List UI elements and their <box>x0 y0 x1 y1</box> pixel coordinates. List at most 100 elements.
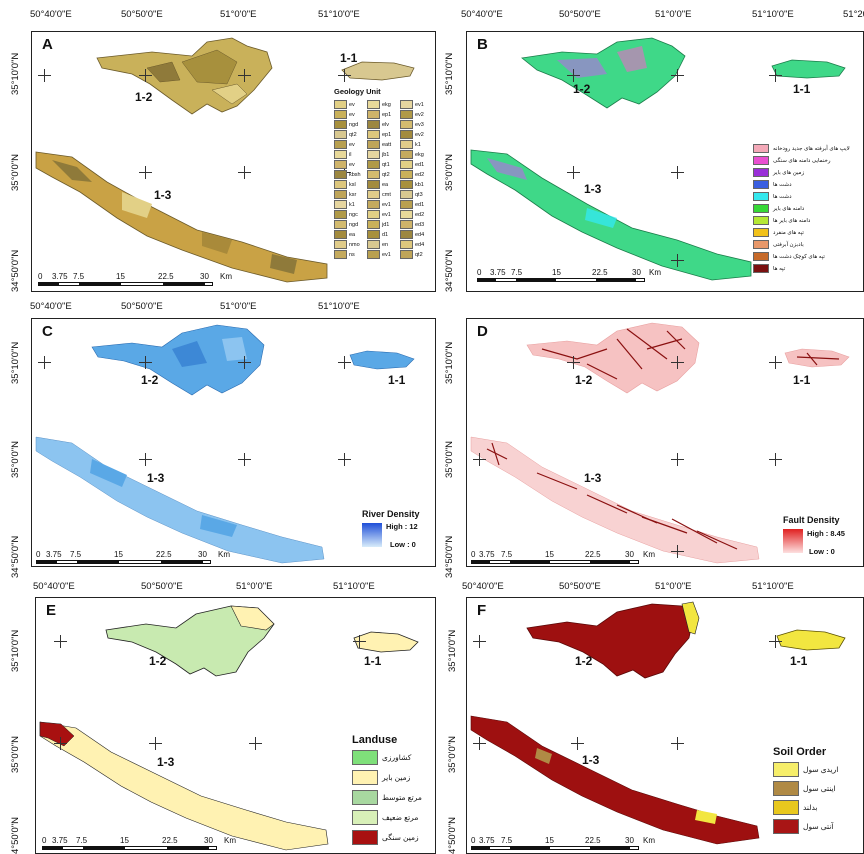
legend-item: تپه ها <box>753 264 863 273</box>
geology-legend-item: ev1 <box>400 100 431 109</box>
geology-unit-code: ev <box>349 101 355 108</box>
grid-cross-marker <box>567 69 580 82</box>
geology-unit-code: ed2 <box>415 171 425 178</box>
river-density-map <box>35 324 415 564</box>
legend-item: مرتع متوسط <box>352 790 434 805</box>
geology-unit-code: jd1 <box>382 221 390 228</box>
grid-cross-marker <box>139 166 152 179</box>
zone-label: 1-1 <box>793 82 811 96</box>
y-coord-label: 35°0'0"N <box>10 736 21 773</box>
geology-legend-item: il <box>334 150 365 159</box>
geomorphology-legend: لایپ های آبرفته های جدید رودخانه رخنمایی … <box>753 144 863 276</box>
geology-legend-item: ngd <box>334 220 365 229</box>
y-coord-label: 4°50'0"N <box>10 817 21 854</box>
geology-unit-code: ekg <box>415 151 424 158</box>
x-coord-label: 50°50'0"E <box>121 9 163 20</box>
legend-swatch <box>367 170 380 179</box>
scale-tick: 7.5 <box>76 836 88 845</box>
geology-legend-item: ekg <box>367 100 398 109</box>
geology-unit-code: elv <box>382 121 390 128</box>
scale-bar: 0 3.75 7.5 15 22.5 30 Km <box>471 836 661 850</box>
legend-swatch <box>400 170 413 179</box>
legend-swatch <box>334 190 347 199</box>
zone-label: 1-1 <box>793 373 811 387</box>
zone-label: 1-2 <box>575 654 593 668</box>
grid-cross-marker <box>238 166 251 179</box>
landuse-legend-list: کشاورزی زمین بایر مرتع متوسط مرتع ضعیف زمین … <box>352 750 434 845</box>
landuse-legend: Landuse کشاورزی زمین بایر مرتع متوسط مرتع ض… <box>352 734 434 850</box>
legend-item: دشت ها <box>753 192 863 201</box>
grid-cross-marker <box>769 453 782 466</box>
legend-swatch <box>753 204 769 213</box>
geology-map <box>35 37 415 283</box>
geology-unit-code: ep1 <box>382 111 392 118</box>
legend-swatch <box>753 252 769 261</box>
legend-label: بدلند <box>803 803 818 812</box>
zone-label: 1-1 <box>340 51 358 65</box>
legend-item: لایپ های آبرفته های جدید رودخانه <box>753 144 863 153</box>
grid-cross-marker <box>671 356 684 369</box>
grid-cross-marker <box>238 356 251 369</box>
legend-label: بادبزن آبرفتی <box>773 241 804 248</box>
x-coord-label: 50°40'0"E <box>33 581 75 592</box>
fault-density-high-label: High : 8.45 <box>807 529 845 538</box>
legend-swatch <box>367 250 380 259</box>
zone-label: 1-2 <box>141 373 159 387</box>
scale-unit: Km <box>649 268 661 277</box>
geology-legend-item: jb1 <box>367 150 398 159</box>
legend-swatch <box>334 200 347 209</box>
geology-legend-item: jd1 <box>367 220 398 229</box>
legend-swatch <box>753 240 769 249</box>
legend-swatch <box>400 240 413 249</box>
legend-swatch <box>352 790 378 805</box>
geology-unit-code: qt1 <box>382 161 390 168</box>
legend-swatch <box>753 156 769 165</box>
geology-legend-item: ea <box>334 230 365 239</box>
geology-legend-item: cmt <box>367 190 398 199</box>
legend-swatch <box>753 264 769 273</box>
x-coord-label: 50°40'0"E <box>461 9 503 20</box>
geology-legend-column: ev ev ngd qt2 ev il ev kbsh ksl ksr k1 ngc ngd ea nmo n… <box>334 100 365 260</box>
scale-tick: 15 <box>114 550 123 559</box>
panel-label-c: C <box>42 323 53 340</box>
scale-bar: 0 3.75 7.5 15 22.5 30 Km <box>477 268 667 282</box>
landuse-map <box>39 605 419 851</box>
legend-label: دشت ها <box>773 181 792 188</box>
grid-cross-marker <box>338 453 351 466</box>
scale-tick: 15 <box>552 268 561 277</box>
geology-legend-item: ev2 <box>400 130 431 139</box>
scale-tick: 15 <box>545 550 554 559</box>
legend-swatch <box>400 230 413 239</box>
geology-unit-code: ev1 <box>415 101 424 108</box>
geology-unit-code: ev2 <box>415 111 424 118</box>
legend-swatch <box>334 120 347 129</box>
scale-tick: 15 <box>116 272 125 281</box>
scale-unit: Km <box>643 836 655 845</box>
geology-unit-code: ed3 <box>415 221 425 228</box>
grid-cross-marker <box>671 166 684 179</box>
legend-swatch <box>367 210 380 219</box>
zone-label: 1-2 <box>575 373 593 387</box>
legend-swatch <box>352 770 378 785</box>
legend-swatch <box>773 800 799 815</box>
legend-swatch <box>367 190 380 199</box>
geology-legend-item: k1 <box>334 200 365 209</box>
legend-item: زمین های بایر <box>753 168 863 177</box>
scale-tick: 22.5 <box>156 550 172 559</box>
y-coord-label: 34°50'0"N <box>444 249 455 292</box>
geology-unit-code: ed1 <box>415 161 425 168</box>
grid-cross-marker <box>149 737 162 750</box>
scale-tick: 3.75 <box>46 550 62 559</box>
geology-legend-column: ekg ep1 elv ep1 eatt jb1 qt1 qt2 ea cmt ev1 ev1 jd1 d… <box>367 100 398 260</box>
panel-label-b: B <box>477 36 488 53</box>
legend-label: تپه های منفرد <box>773 229 804 236</box>
panel-label-a: A <box>42 36 53 53</box>
geology-unit-code: kbsh <box>349 171 361 178</box>
zone-label: 1-1 <box>388 373 406 387</box>
zone-label: 1-3 <box>584 471 602 485</box>
grid-cross-marker <box>671 453 684 466</box>
scale-tick: 22.5 <box>162 836 178 845</box>
geology-unit-code: ev1 <box>382 201 391 208</box>
scale-tick: 30 <box>625 550 634 559</box>
geology-unit-code: ev2 <box>415 131 424 138</box>
